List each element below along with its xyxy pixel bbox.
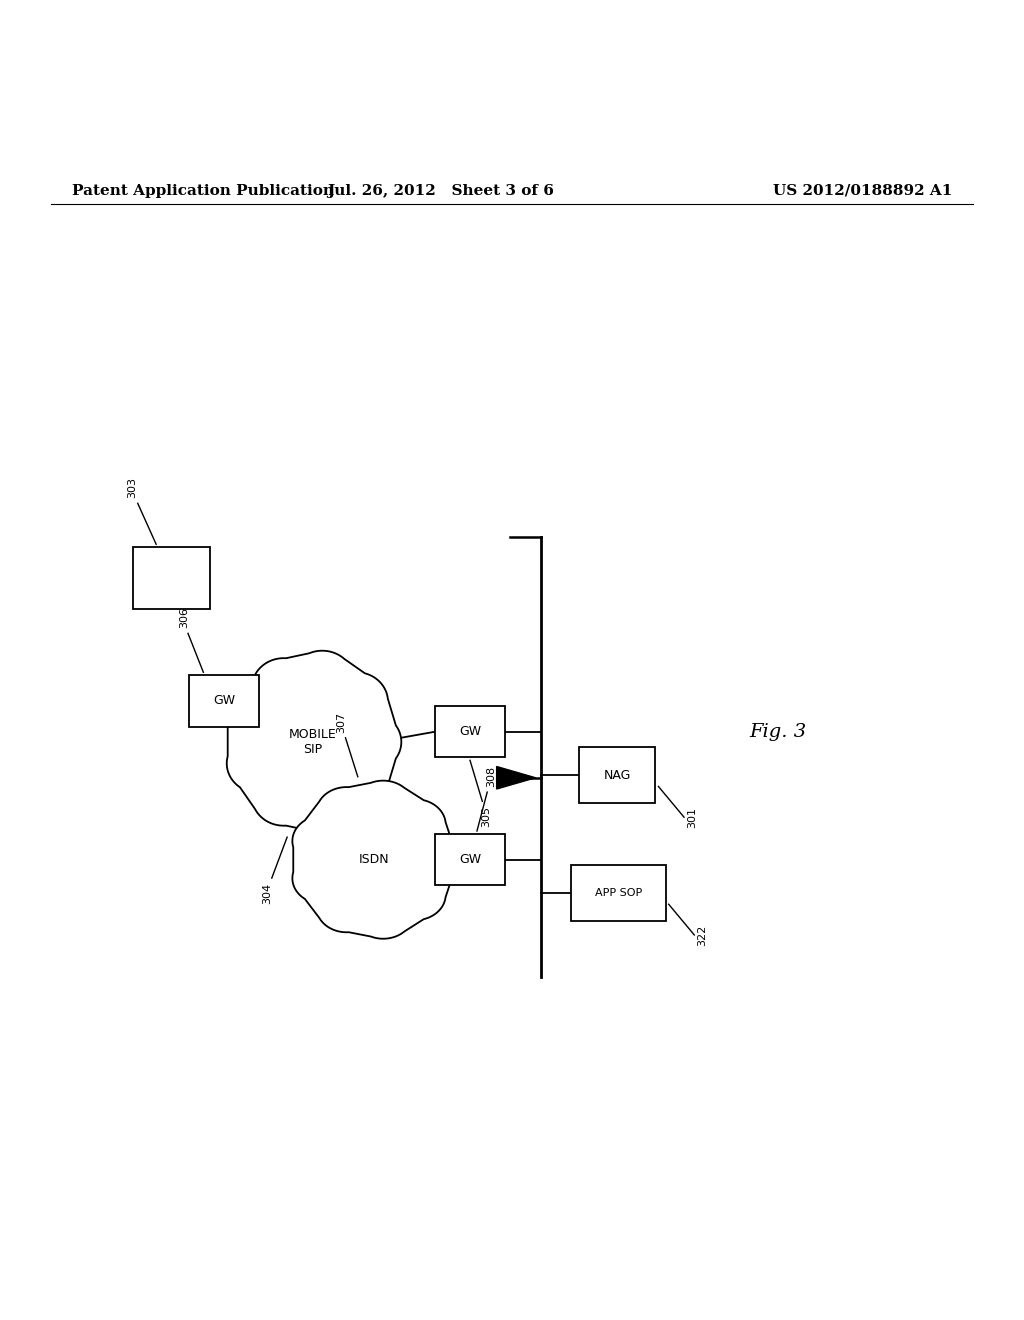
Text: 301: 301 xyxy=(687,807,697,828)
Text: GW: GW xyxy=(213,694,236,708)
Text: 305: 305 xyxy=(481,807,492,828)
Text: 322: 322 xyxy=(697,924,708,945)
Polygon shape xyxy=(497,767,536,789)
Text: Fig. 3: Fig. 3 xyxy=(750,722,807,741)
FancyBboxPatch shape xyxy=(133,548,210,609)
Text: 306: 306 xyxy=(179,607,188,628)
FancyBboxPatch shape xyxy=(571,865,666,921)
Text: Jul. 26, 2012   Sheet 3 of 6: Jul. 26, 2012 Sheet 3 of 6 xyxy=(327,183,554,198)
FancyBboxPatch shape xyxy=(435,706,505,758)
FancyBboxPatch shape xyxy=(189,676,259,726)
Text: MOBILE
SIP: MOBILE SIP xyxy=(289,727,336,756)
Text: 308: 308 xyxy=(486,766,497,787)
Polygon shape xyxy=(293,780,459,939)
Text: 303: 303 xyxy=(128,478,137,498)
Text: NAG: NAG xyxy=(603,768,631,781)
Text: GW: GW xyxy=(459,725,481,738)
Text: ISDN: ISDN xyxy=(358,853,389,866)
Text: 304: 304 xyxy=(263,883,272,904)
Text: GW: GW xyxy=(459,853,481,866)
Text: Patent Application Publication: Patent Application Publication xyxy=(72,183,334,198)
Text: APP SOP: APP SOP xyxy=(595,888,642,898)
FancyBboxPatch shape xyxy=(435,834,505,886)
Polygon shape xyxy=(226,651,401,833)
Text: US 2012/0188892 A1: US 2012/0188892 A1 xyxy=(773,183,952,198)
Text: 307: 307 xyxy=(337,711,346,733)
FancyBboxPatch shape xyxy=(579,747,655,804)
